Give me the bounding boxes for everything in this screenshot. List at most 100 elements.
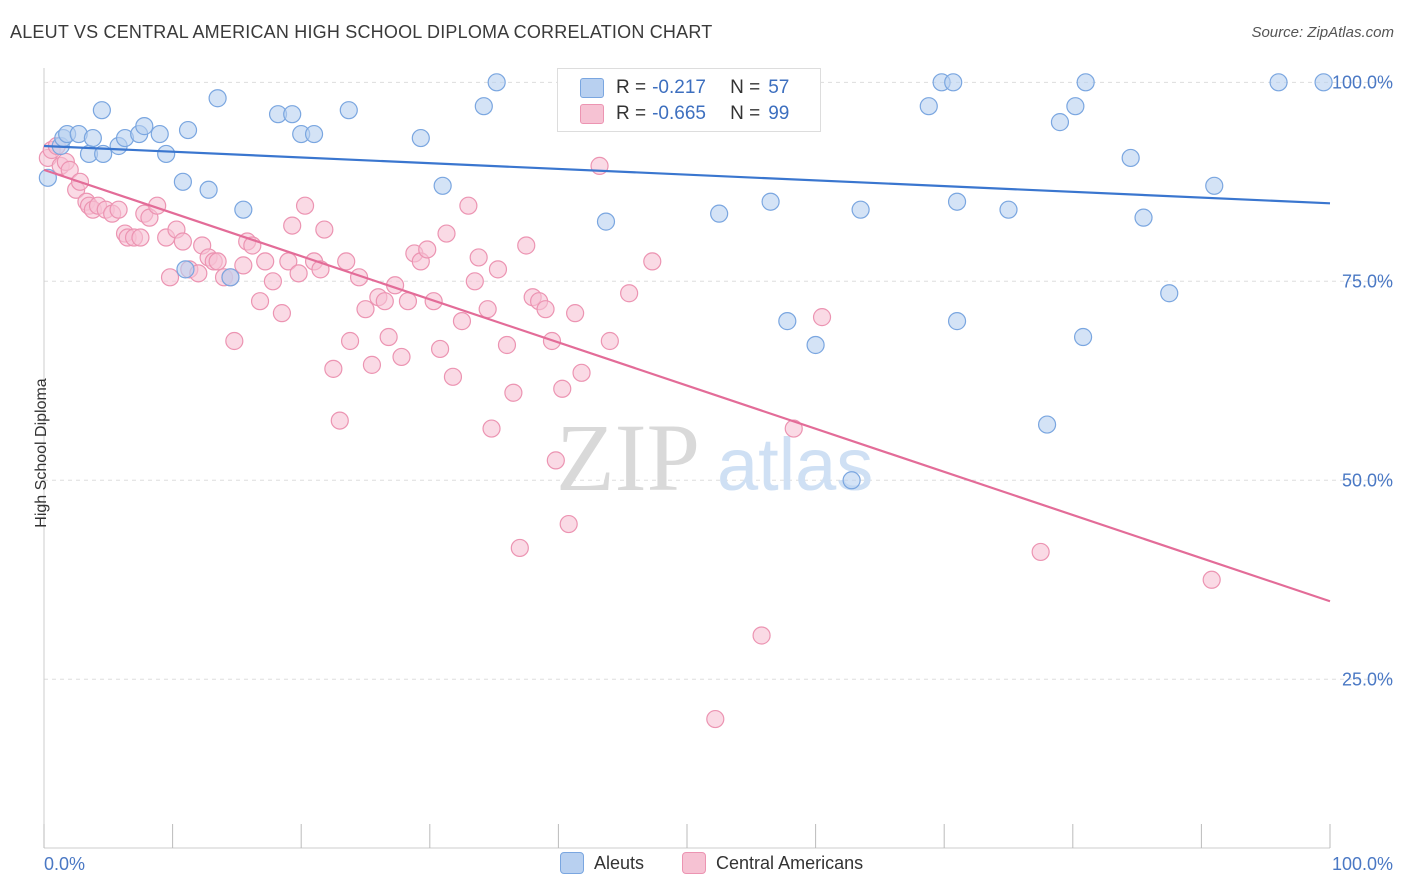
- central-american-point: [478, 300, 497, 319]
- aleut-point: [1066, 97, 1085, 116]
- aleut-point: [92, 101, 111, 120]
- legend-swatch-aleuts: [580, 78, 604, 98]
- legend-label-aleuts: Aleuts: [594, 852, 645, 873]
- central-american-point: [488, 260, 508, 279]
- central-american-point: [283, 216, 302, 235]
- central-american-point: [256, 252, 275, 271]
- central-american-point: [812, 308, 832, 327]
- central-american-point: [536, 300, 555, 319]
- central-american-point: [263, 272, 283, 291]
- central-american-point: [392, 347, 411, 367]
- chart-title: ALEUT VS CENTRAL AMERICAN HIGH SCHOOL DI…: [10, 22, 713, 42]
- aleut-point: [304, 124, 324, 144]
- aleut-point: [806, 335, 825, 355]
- central-american-point: [452, 312, 472, 331]
- central-americans-points: [38, 136, 1221, 729]
- central-american-point: [469, 248, 488, 267]
- central-american-point: [510, 538, 529, 558]
- legend-r-label: R =: [616, 77, 647, 98]
- central-american-point: [706, 709, 725, 729]
- aleuts-trend-line: [43, 144, 1331, 205]
- legend-n-value: 99: [768, 103, 790, 124]
- legend-n-value: 57: [768, 77, 790, 98]
- aleut-point: [208, 89, 227, 108]
- y-tick-label: 50.0%: [1342, 470, 1393, 490]
- central-american-point: [375, 292, 394, 311]
- aleut-point: [150, 124, 169, 144]
- aleut-point: [842, 471, 861, 490]
- central-american-point: [234, 256, 253, 275]
- legend-label-central-americans: Central Americans: [716, 852, 864, 873]
- aleut-point: [199, 180, 218, 199]
- aleut-point: [339, 101, 358, 120]
- central-american-point: [572, 363, 591, 382]
- x-tick-label: 0.0%: [44, 854, 85, 874]
- aleut-point: [176, 260, 195, 279]
- central-american-point: [109, 200, 128, 219]
- correlation-legend: R = -0.217 N = 57 R = -0.665 N = 99: [557, 68, 821, 132]
- central-american-point: [330, 411, 349, 430]
- central-american-point: [1202, 570, 1221, 589]
- aleut-point: [433, 176, 452, 195]
- aleut-point: [999, 200, 1018, 219]
- legend-n-label: N =: [730, 77, 761, 98]
- central-american-point: [643, 252, 662, 271]
- central-american-point: [1031, 542, 1050, 562]
- central-american-point: [173, 232, 192, 251]
- legend-swatch-aleuts: [560, 852, 584, 874]
- central-american-point: [131, 228, 150, 247]
- legend-r-label: R =: [616, 103, 647, 124]
- central-american-point: [295, 196, 315, 215]
- central-american-point: [379, 327, 398, 347]
- aleut-point: [944, 73, 963, 92]
- aleut-point: [919, 97, 938, 116]
- aleut-point: [173, 172, 192, 191]
- y-tick-label: 75.0%: [1342, 271, 1393, 291]
- aleut-point: [1076, 73, 1095, 92]
- aleut-point: [1314, 73, 1333, 92]
- central-american-point: [443, 367, 463, 386]
- central-american-point: [553, 379, 572, 398]
- aleut-point: [474, 97, 493, 116]
- aleut-point: [1121, 148, 1140, 168]
- aleut-point: [411, 128, 430, 148]
- legend-row-central-americans: R = -0.665 N = 99: [580, 102, 789, 126]
- series-legend: Aleuts Central Americans: [560, 852, 901, 874]
- central-american-point: [559, 514, 578, 534]
- aleut-point: [234, 200, 253, 219]
- aleut-point: [487, 73, 506, 92]
- axes: [43, 68, 1331, 849]
- grid-lines: [44, 81, 1394, 680]
- central-american-point: [430, 339, 450, 359]
- aleut-point: [1134, 208, 1153, 227]
- central-american-point: [250, 292, 270, 311]
- central-american-point: [315, 220, 334, 239]
- aleut-point: [1269, 73, 1288, 92]
- central-american-point: [289, 264, 308, 283]
- y-tick-label: 100.0%: [1332, 72, 1393, 92]
- central-american-point: [465, 272, 484, 291]
- aleut-point: [1050, 113, 1070, 132]
- legend-r-value: -0.665: [652, 103, 706, 124]
- aleut-point: [1205, 176, 1224, 195]
- aleut-point: [221, 268, 240, 287]
- aleut-point: [778, 312, 797, 331]
- legend-r-value: -0.217: [652, 77, 706, 98]
- central-americans-trend-line: [43, 168, 1331, 603]
- central-american-point: [459, 196, 478, 215]
- aleut-point: [710, 204, 729, 223]
- central-american-point: [398, 292, 418, 311]
- legend-item-central-americans: Central Americans: [682, 852, 863, 874]
- central-american-point: [600, 331, 619, 351]
- legend-swatch-central-americans: [580, 104, 604, 124]
- aleut-point: [283, 105, 302, 124]
- central-american-point: [160, 268, 180, 287]
- central-american-point: [437, 224, 456, 243]
- legend-item-aleuts: Aleuts: [560, 852, 644, 874]
- watermark-zip: ZIP: [556, 404, 700, 511]
- legend-swatch-central-americans: [682, 852, 707, 874]
- central-american-point: [546, 451, 565, 470]
- central-american-point: [517, 236, 536, 255]
- aleut-point: [1037, 415, 1057, 434]
